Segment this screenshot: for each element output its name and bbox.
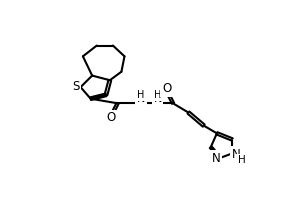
- Text: N: N: [136, 94, 145, 104]
- Text: H: H: [238, 155, 245, 165]
- Text: O: O: [162, 82, 172, 95]
- Text: N: N: [232, 148, 241, 161]
- Text: N: N: [212, 152, 220, 165]
- Text: N: N: [153, 94, 162, 104]
- Text: H: H: [137, 90, 144, 100]
- Text: O: O: [107, 111, 116, 124]
- Text: H: H: [154, 90, 161, 100]
- Text: S: S: [72, 80, 80, 93]
